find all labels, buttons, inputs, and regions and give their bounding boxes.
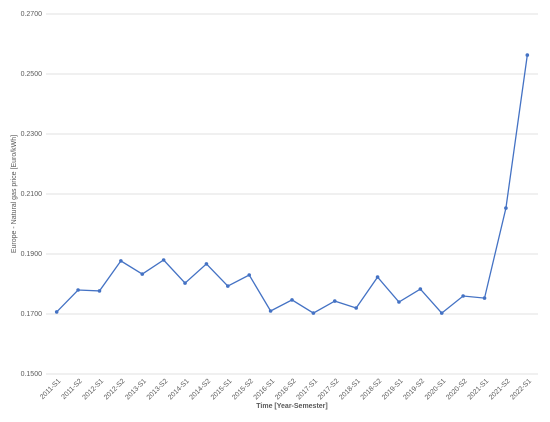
x-tick-label: 2016-S2: [274, 378, 298, 402]
x-tick-label: 2017-S1: [295, 378, 319, 402]
x-tick-label: 2016-S1: [253, 378, 277, 402]
x-tick-label: 2018-S1: [338, 378, 362, 402]
x-tick-label: 2020-S1: [424, 378, 448, 402]
point: [268, 309, 273, 313]
y-tick-label: 0.1700: [21, 311, 43, 318]
y-tick-label: 0.2100: [21, 191, 43, 198]
point: [226, 284, 230, 288]
point: [354, 306, 358, 310]
point: [140, 272, 145, 276]
point: [332, 299, 337, 303]
y-axis-label: Europe - Natural gas price [Euro/kWh]: [11, 135, 18, 253]
x-tick-label: 2011-S2: [61, 378, 84, 401]
x-tick-label: 2015-S2: [231, 378, 255, 402]
x-tick-label: 2012-S1: [82, 378, 106, 402]
point: [439, 311, 444, 315]
point: [461, 294, 465, 298]
x-tick-label: 2019-S1: [381, 378, 405, 402]
point: [418, 287, 423, 291]
point: [482, 296, 487, 300]
point: [504, 206, 508, 210]
point: [183, 281, 187, 285]
point: [290, 298, 294, 302]
point: [76, 288, 80, 292]
x-tick-label: 2017-S2: [317, 378, 341, 402]
x-tick-label: 2022-S1: [509, 378, 533, 402]
x-tick-label: 2013-S2: [146, 378, 170, 402]
x-tick-label: 2019-S2: [402, 378, 426, 402]
x-tick-label: 2012-S2: [103, 378, 127, 402]
point: [119, 259, 123, 263]
point: [525, 53, 530, 57]
x-tick-label: 2015-S1: [210, 378, 234, 402]
x-tick-label: 2021-S1: [467, 378, 491, 402]
x-tick-label: 2018-S2: [360, 378, 384, 402]
point: [54, 310, 59, 314]
point: [97, 289, 102, 293]
point: [375, 275, 380, 279]
point: [204, 262, 209, 266]
y-tick-label: 0.2700: [21, 11, 43, 18]
point: [161, 258, 166, 262]
y-tick-label: 0.1900: [21, 251, 43, 258]
point: [397, 300, 401, 304]
x-tick-label: 2014-S2: [188, 378, 212, 402]
line: [56, 55, 528, 314]
point: [247, 273, 252, 277]
x-axis-label: Time [Year-Semester]: [256, 403, 327, 410]
x-tick-label: 2011-S1: [39, 378, 62, 401]
point: [311, 311, 316, 315]
x-tick-label: 2021-S2: [488, 378, 512, 402]
y-tick-label: 0.2300: [21, 131, 43, 138]
x-tick-label: 2014-S1: [167, 378, 191, 402]
x-tick-label: 2020-S2: [445, 378, 469, 402]
y-tick-label: 0.2500: [21, 71, 43, 78]
x-tick-label: 2013-S1: [124, 378, 148, 402]
y-tick-label: 0.1500: [21, 371, 43, 378]
